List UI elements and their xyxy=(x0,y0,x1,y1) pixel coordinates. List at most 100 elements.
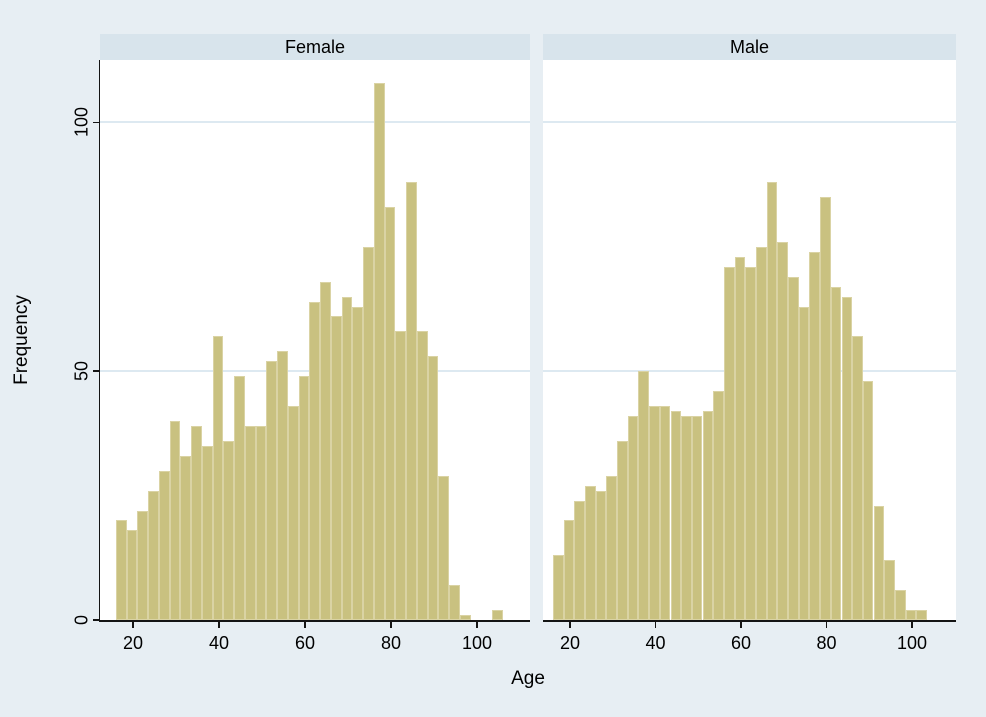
histogram-bar xyxy=(659,406,671,620)
histogram-bar xyxy=(756,247,767,620)
histogram-bar xyxy=(427,356,439,620)
histogram-bar xyxy=(649,406,660,620)
histogram-bar xyxy=(638,371,650,620)
histogram-bar xyxy=(223,441,235,620)
y-tick xyxy=(92,121,99,124)
histogram-bar xyxy=(617,441,628,620)
panel-plot-1 xyxy=(543,60,956,620)
histogram-bar xyxy=(180,456,192,620)
x-tick-label: 100 xyxy=(461,633,493,653)
y-axis-title: Frequency xyxy=(11,295,32,385)
x-tick-label: 60 xyxy=(730,633,752,653)
histogram-bar xyxy=(459,615,471,620)
histogram-bar xyxy=(862,381,874,620)
histogram-bar xyxy=(287,406,299,620)
histogram-bar xyxy=(158,471,170,620)
histogram-bar xyxy=(298,376,310,620)
histogram-bar xyxy=(115,520,127,620)
histogram-bar xyxy=(713,391,724,620)
histogram-bar xyxy=(681,416,692,620)
x-tick-label: 20 xyxy=(559,633,581,653)
histogram-bar xyxy=(449,585,460,620)
histogram-bar xyxy=(330,316,342,620)
histogram-bar xyxy=(373,83,385,620)
histogram-bar xyxy=(916,610,927,620)
histogram-bar xyxy=(627,416,639,620)
y-tick xyxy=(92,619,99,621)
histogram-bar xyxy=(691,416,703,620)
histogram-bar xyxy=(574,501,585,620)
y-tick-label: 50 xyxy=(71,361,92,382)
histogram-bar xyxy=(894,590,906,620)
histogram-bar xyxy=(873,506,885,620)
histogram-bar xyxy=(552,555,564,620)
histogram-bar xyxy=(820,197,831,620)
histogram-bar xyxy=(852,336,863,620)
histogram-bar xyxy=(884,560,895,620)
x-tick-label: 80 xyxy=(816,633,837,653)
histogram-bar xyxy=(416,331,428,620)
histogram-bar xyxy=(406,182,417,620)
histogram-bar xyxy=(905,610,917,620)
y-tick-label: 0 xyxy=(71,614,92,626)
histogram-bar xyxy=(563,520,575,620)
panel-plot-0 xyxy=(100,60,530,620)
histogram-bar xyxy=(191,426,202,620)
histogram-bar xyxy=(830,287,842,620)
histogram-bar xyxy=(384,207,396,620)
y-axis-line xyxy=(98,60,100,622)
histogram-bar xyxy=(438,476,450,620)
y-tick-label: 100 xyxy=(71,107,92,138)
x-tick xyxy=(654,621,657,628)
histogram-bar xyxy=(266,361,278,620)
histogram-bar xyxy=(352,307,364,620)
histogram-bar xyxy=(212,336,224,620)
y-tick xyxy=(92,370,99,372)
x-tick xyxy=(304,621,306,628)
histogram-bar xyxy=(841,297,853,620)
histogram-bar xyxy=(809,252,821,620)
histogram-bar xyxy=(201,446,213,620)
panel-header-male: Male xyxy=(543,34,956,60)
x-tick xyxy=(218,621,220,628)
histogram-bar xyxy=(734,257,746,620)
x-tick-label: 20 xyxy=(122,633,144,653)
histogram-bar xyxy=(126,530,138,620)
histogram-bar xyxy=(277,351,288,620)
histogram-bar xyxy=(395,331,407,620)
histogram-bar xyxy=(169,421,181,620)
histogram-bar xyxy=(492,610,503,620)
histogram-bar xyxy=(723,267,735,620)
panel-title-female: Female xyxy=(284,36,346,57)
x-tick-label: 100 xyxy=(896,633,928,653)
histogram-bar xyxy=(777,242,788,620)
x-axis-line-female xyxy=(98,620,530,622)
x-tick-label: 40 xyxy=(645,633,666,653)
x-axis-title: Age xyxy=(511,668,545,689)
histogram-bar xyxy=(255,426,267,620)
histogram-bar xyxy=(244,426,256,620)
histogram-bar xyxy=(670,411,682,620)
x-tick xyxy=(825,621,828,628)
histogram-bar xyxy=(320,282,331,620)
x-tick xyxy=(911,621,913,628)
x-tick-label: 60 xyxy=(294,633,316,653)
x-tick xyxy=(132,621,134,628)
histogram-bar xyxy=(234,376,245,620)
histogram-bar xyxy=(702,411,714,620)
histogram-bar xyxy=(798,307,810,620)
gridline xyxy=(100,121,530,124)
panel-title-male: Male xyxy=(729,36,769,57)
x-tick xyxy=(390,621,392,628)
histogram-bar xyxy=(309,302,321,620)
histogram-bar xyxy=(788,277,799,620)
x-axis-line-male xyxy=(543,620,956,622)
x-tick xyxy=(476,621,478,628)
x-tick-label: 40 xyxy=(208,633,230,653)
histogram-bar xyxy=(341,297,353,620)
gridline xyxy=(543,121,956,124)
histogram-bar xyxy=(766,182,778,620)
histogram-bar xyxy=(595,491,607,620)
histogram-bar xyxy=(745,267,756,620)
